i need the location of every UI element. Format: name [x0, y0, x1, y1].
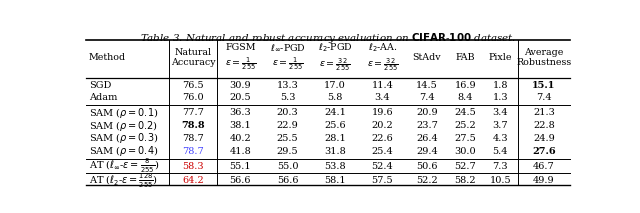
Text: Method: Method: [89, 53, 126, 62]
Text: SAM ($\rho = 0.2$): SAM ($\rho = 0.2$): [89, 118, 158, 132]
Text: 1.3: 1.3: [493, 94, 508, 102]
Text: Pixle: Pixle: [489, 53, 512, 62]
Text: 38.1: 38.1: [230, 121, 251, 130]
Text: 10.5: 10.5: [490, 176, 511, 185]
Text: 64.2: 64.2: [182, 176, 204, 185]
Text: 5.8: 5.8: [327, 94, 342, 102]
Text: 58.3: 58.3: [182, 161, 204, 171]
Text: 77.7: 77.7: [182, 108, 204, 117]
Text: $\ell_\infty$-PGD
$\epsilon = \frac{1}{255}$: $\ell_\infty$-PGD $\epsilon = \frac{1}{2…: [269, 43, 306, 72]
Text: Natural
Accuracy: Natural Accuracy: [171, 48, 215, 67]
Text: 78.7: 78.7: [182, 134, 204, 143]
Text: 20.5: 20.5: [230, 94, 251, 102]
Text: 20.2: 20.2: [371, 121, 393, 130]
Text: 76.0: 76.0: [182, 94, 204, 102]
Text: SGD: SGD: [89, 81, 111, 89]
Text: 53.8: 53.8: [324, 161, 346, 171]
Text: Table 3. Natural and robust accuracy evaluation on $\mathbf{CIFAR}$-$\mathbf{100: Table 3. Natural and robust accuracy eva…: [140, 31, 516, 45]
Text: 31.8: 31.8: [324, 147, 346, 156]
Text: 13.3: 13.3: [276, 81, 299, 89]
Text: 3.4: 3.4: [374, 94, 390, 102]
Text: 26.4: 26.4: [416, 134, 438, 143]
Text: 24.9: 24.9: [533, 134, 555, 143]
Text: 22.8: 22.8: [533, 121, 555, 130]
Text: 8.4: 8.4: [458, 94, 473, 102]
Text: 58.1: 58.1: [324, 176, 346, 185]
Text: 30.9: 30.9: [230, 81, 251, 89]
Text: 41.8: 41.8: [230, 147, 251, 156]
Text: FAB: FAB: [456, 53, 476, 62]
Text: SAM ($\rho = 0.1$): SAM ($\rho = 0.1$): [89, 106, 158, 119]
Text: SAM ($\rho = 0.4$): SAM ($\rho = 0.4$): [89, 144, 158, 158]
Text: 78.7: 78.7: [182, 147, 204, 156]
Text: FGSM
$\epsilon = \frac{1}{255}$: FGSM $\epsilon = \frac{1}{255}$: [225, 43, 256, 72]
Text: 25.4: 25.4: [371, 147, 393, 156]
Text: 25.6: 25.6: [324, 121, 346, 130]
Text: 20.9: 20.9: [416, 108, 438, 117]
Text: AT ($\ell_\infty$-$\epsilon = \frac{8}{255}$): AT ($\ell_\infty$-$\epsilon = \frac{8}{2…: [89, 157, 159, 175]
Text: 24.1: 24.1: [324, 108, 346, 117]
Text: 52.7: 52.7: [454, 161, 476, 171]
Text: $\ell_2$-PGD
$\epsilon = \frac{32}{255}$: $\ell_2$-PGD $\epsilon = \frac{32}{255}$: [317, 42, 353, 73]
Text: 22.9: 22.9: [276, 121, 298, 130]
Text: 11.4: 11.4: [371, 81, 393, 89]
Text: 16.9: 16.9: [454, 81, 476, 89]
Text: AT ($\ell_2$-$\epsilon = \frac{128}{255}$): AT ($\ell_2$-$\epsilon = \frac{128}{255}…: [89, 171, 158, 190]
Text: 19.6: 19.6: [371, 108, 393, 117]
Text: 55.0: 55.0: [277, 161, 298, 171]
Text: 3.7: 3.7: [493, 121, 508, 130]
Text: 29.5: 29.5: [277, 147, 298, 156]
Text: 23.7: 23.7: [416, 121, 438, 130]
Text: SAM ($\rho = 0.3$): SAM ($\rho = 0.3$): [89, 131, 158, 145]
Text: 52.2: 52.2: [416, 176, 438, 185]
Text: 3.4: 3.4: [493, 108, 508, 117]
Text: 36.3: 36.3: [230, 108, 251, 117]
Text: 58.2: 58.2: [454, 176, 476, 185]
Text: 21.3: 21.3: [533, 108, 555, 117]
Text: 56.6: 56.6: [277, 176, 298, 185]
Text: 55.1: 55.1: [230, 161, 251, 171]
Text: 52.4: 52.4: [371, 161, 393, 171]
Text: Average
Robustness: Average Robustness: [516, 48, 572, 67]
Text: 7.3: 7.3: [493, 161, 508, 171]
Text: $\ell_2$-AA.
$\epsilon = \frac{32}{255}$: $\ell_2$-AA. $\epsilon = \frac{32}{255}$: [367, 42, 398, 73]
Text: 49.9: 49.9: [533, 176, 555, 185]
Text: StAdv: StAdv: [413, 53, 442, 62]
Text: 14.5: 14.5: [416, 81, 438, 89]
Text: 40.2: 40.2: [230, 134, 251, 143]
Text: 27.6: 27.6: [532, 147, 556, 156]
Text: 5.4: 5.4: [493, 147, 508, 156]
Text: 5.3: 5.3: [280, 94, 296, 102]
Text: 1.8: 1.8: [493, 81, 508, 89]
Text: 17.0: 17.0: [324, 81, 346, 89]
Text: 46.7: 46.7: [533, 161, 555, 171]
Text: 4.3: 4.3: [493, 134, 508, 143]
Text: 22.6: 22.6: [371, 134, 393, 143]
Text: 25.5: 25.5: [277, 134, 298, 143]
Text: 28.1: 28.1: [324, 134, 346, 143]
Text: 29.4: 29.4: [416, 147, 438, 156]
Text: 50.6: 50.6: [416, 161, 438, 171]
Text: 57.5: 57.5: [371, 176, 393, 185]
Text: 76.5: 76.5: [182, 81, 204, 89]
Text: Adam: Adam: [89, 94, 117, 102]
Text: 7.4: 7.4: [536, 94, 552, 102]
Text: 20.3: 20.3: [276, 108, 298, 117]
Text: 56.6: 56.6: [230, 176, 251, 185]
Text: 30.0: 30.0: [454, 147, 476, 156]
Text: 25.2: 25.2: [454, 121, 476, 130]
Text: 78.8: 78.8: [181, 121, 205, 130]
Text: 15.1: 15.1: [532, 81, 556, 89]
Text: 24.5: 24.5: [454, 108, 476, 117]
Text: 7.4: 7.4: [419, 94, 435, 102]
Text: 27.5: 27.5: [454, 134, 476, 143]
